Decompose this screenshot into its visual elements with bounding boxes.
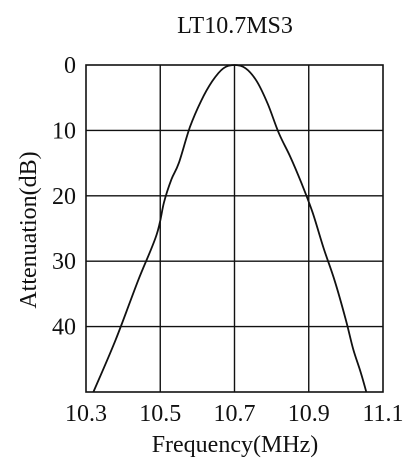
y-tick-label: 30	[52, 249, 76, 275]
x-tick-label: 10.3	[65, 401, 107, 427]
y-axis-ticks: 0 10 20 30 40	[52, 53, 76, 341]
grid	[86, 65, 383, 392]
x-tick-label: 11.1	[362, 401, 403, 427]
y-axis-label: Attenuation(dB)	[16, 151, 42, 308]
x-axis-ticks: 10.3 10.5 10.7 10.9 11.1	[65, 401, 404, 427]
x-tick-label: 10.5	[139, 401, 181, 427]
y-tick-label: 10	[52, 118, 76, 144]
x-axis-label: Frequency(MHz)	[152, 432, 319, 458]
y-tick-label: 40	[52, 315, 76, 341]
y-tick-label: 0	[64, 53, 76, 79]
y-tick-label: 20	[52, 184, 76, 210]
x-tick-label: 10.7	[214, 401, 256, 427]
chart-title: LT10.7MS3	[177, 13, 293, 39]
attenuation-curve	[92, 64, 368, 393]
x-tick-label: 10.9	[288, 401, 330, 427]
